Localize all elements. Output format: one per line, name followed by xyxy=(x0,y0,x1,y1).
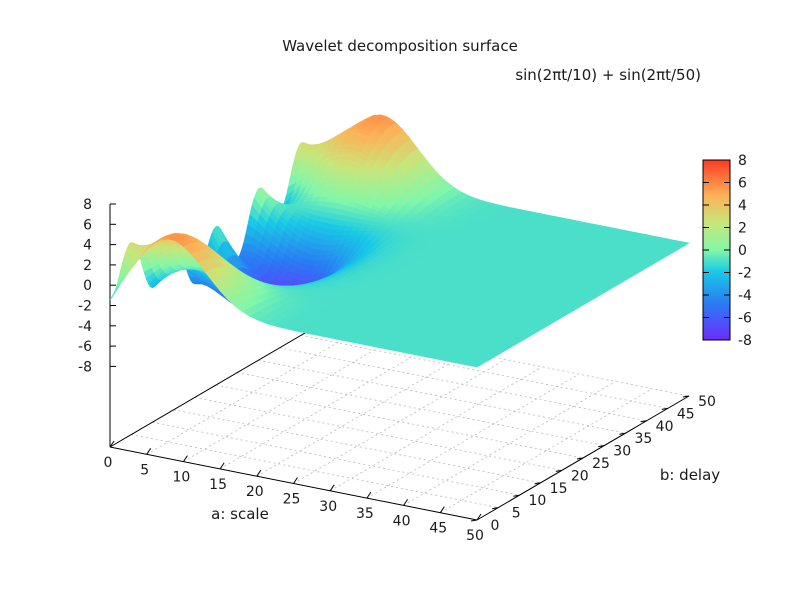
y-tick-label: 50 xyxy=(698,394,716,410)
y-tick-mark xyxy=(640,420,647,423)
x-tick-label: 50 xyxy=(466,528,484,544)
x-tick-label: 30 xyxy=(319,499,337,515)
z-tick-label: 6 xyxy=(83,217,92,233)
x-tick-mark xyxy=(146,448,152,455)
y-tick-mark xyxy=(619,432,626,435)
x-tick-label: 35 xyxy=(356,506,374,522)
grid-line xyxy=(146,329,359,455)
z-tick-label: 2 xyxy=(83,258,92,274)
surface xyxy=(109,114,690,368)
surface-facet xyxy=(238,250,250,257)
x-tick-mark xyxy=(476,513,482,521)
z-tick-label: 4 xyxy=(83,238,92,254)
grid-line xyxy=(237,372,605,446)
grid-line xyxy=(366,373,580,499)
x-tick-label: 0 xyxy=(104,455,113,471)
x-tick-label: 5 xyxy=(140,462,149,478)
grid-line xyxy=(152,421,520,496)
grid-line xyxy=(279,347,647,422)
y-tick-mark xyxy=(513,494,520,497)
x-tick-mark xyxy=(219,462,225,470)
grid-line xyxy=(440,388,653,514)
y-tick-label: 15 xyxy=(550,481,568,497)
z-axis: 8 6 4 2 0 -2 -4 -6 -8 xyxy=(78,197,116,447)
x-axis-ticks: 0 5 10 15 20 25 30 35 40 45 50 xyxy=(104,440,484,544)
grid-line xyxy=(293,359,506,484)
back-axis-line xyxy=(109,322,323,448)
y-tick-mark xyxy=(470,519,478,522)
grid-line xyxy=(329,366,543,492)
x-tick-mark xyxy=(329,484,335,492)
y-tick-label: 10 xyxy=(528,493,546,509)
y-tick-label: 20 xyxy=(571,468,589,484)
z-tick-label: -2 xyxy=(78,299,92,315)
z-tick-label: -8 xyxy=(78,359,92,375)
grid-line xyxy=(300,335,668,409)
y-tick-mark xyxy=(661,407,668,410)
x-tick-mark xyxy=(182,455,188,462)
x-tick-label: 15 xyxy=(209,477,227,493)
y-tick-label: 30 xyxy=(613,444,631,460)
z-tick-label: -6 xyxy=(78,339,92,355)
x-tick-mark xyxy=(293,477,298,484)
x-tick-mark xyxy=(366,491,372,499)
grid-line xyxy=(321,322,690,397)
y-tick-mark xyxy=(682,395,690,398)
x-tick-mark xyxy=(109,440,115,448)
chart-subtitle: sin(2πt/10) + sin(2πt/50) xyxy=(515,66,701,84)
y-tick-label: 25 xyxy=(592,456,610,472)
x-tick-label: 10 xyxy=(172,470,190,486)
grid-line xyxy=(219,344,433,470)
y-tick-label: 5 xyxy=(512,506,521,522)
y-tick-mark xyxy=(576,457,584,460)
z-tick-label: 8 xyxy=(83,197,92,213)
x-tick-label: 20 xyxy=(246,484,264,500)
x-tick-mark xyxy=(256,469,262,477)
z-tick-label: 0 xyxy=(83,278,92,294)
y-tick-mark xyxy=(492,507,499,510)
y-tick-label: 40 xyxy=(656,419,674,435)
y-tick-mark xyxy=(598,445,605,448)
grid-line xyxy=(194,397,562,471)
y-tick-label: 45 xyxy=(677,406,695,422)
floor-grid xyxy=(109,322,690,521)
grid-line xyxy=(131,434,499,508)
y-tick-label: 35 xyxy=(634,431,652,447)
grid-line xyxy=(258,359,626,434)
x-tick-label: 40 xyxy=(393,513,411,529)
grid-line xyxy=(215,384,584,459)
z-tick-label: -4 xyxy=(78,319,92,335)
x-tick-label: 45 xyxy=(429,521,447,537)
x-tick-label: 25 xyxy=(283,492,301,508)
grid-line xyxy=(403,381,616,506)
y-tick-label: 0 xyxy=(491,518,500,534)
grid-line xyxy=(183,337,396,462)
x-tick-mark xyxy=(439,506,445,513)
y-tick-mark xyxy=(534,482,541,485)
grid-line xyxy=(173,409,541,484)
x-tick-mark xyxy=(403,499,409,506)
y-tick-mark xyxy=(555,469,562,472)
grid-line xyxy=(256,351,470,477)
chart-title: Wavelet decomposition surface xyxy=(282,37,518,55)
